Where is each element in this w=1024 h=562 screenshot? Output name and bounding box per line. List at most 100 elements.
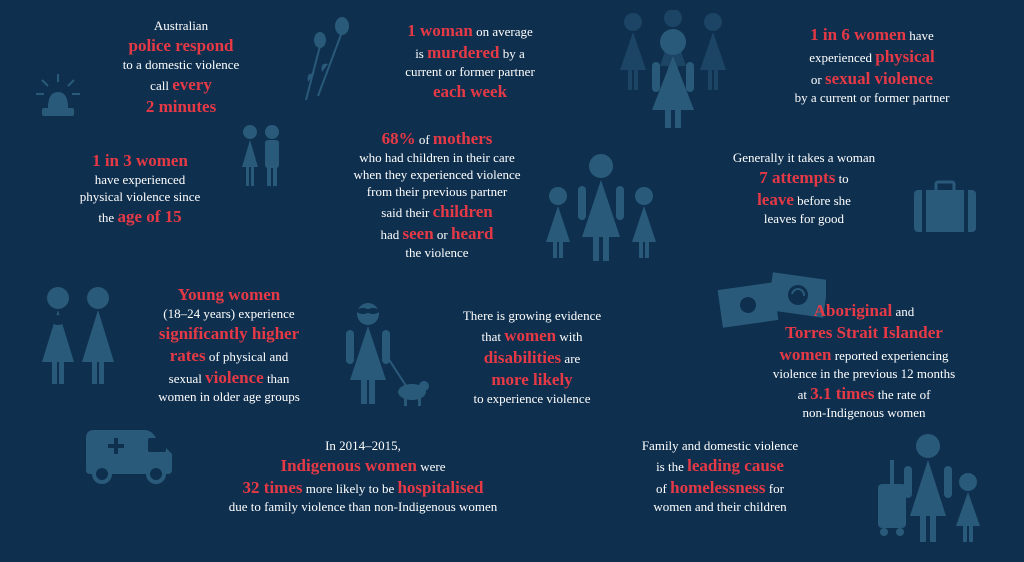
- text: than: [267, 371, 289, 386]
- stat-indigenous: In 2014–2015, Indigenous women were 32 t…: [178, 438, 548, 516]
- text: experienced: [809, 50, 872, 65]
- text: more likely to be: [306, 481, 394, 496]
- highlight: disabilities: [484, 348, 561, 367]
- highlight: heard: [451, 224, 494, 243]
- text: In 2014–2015,: [325, 438, 401, 453]
- text: and: [895, 304, 914, 319]
- highlight: rates: [170, 346, 206, 365]
- text: Generally it takes a woman: [733, 150, 875, 165]
- stat-mothers: 68% of mothers who had children in their…: [322, 128, 552, 262]
- stat-onein3: 1 in 3 women have experienced physical v…: [50, 150, 230, 228]
- highlight: 2 minutes: [146, 97, 216, 116]
- highlight: women: [780, 345, 832, 364]
- highlight: seen: [403, 224, 434, 243]
- highlight: murdered: [427, 43, 499, 62]
- text: before she: [797, 193, 851, 208]
- text: is the: [656, 459, 684, 474]
- stat-onein6: 1 in 6 women have experienced physical o…: [742, 24, 1002, 107]
- text: with: [559, 329, 582, 344]
- text: have experienced: [95, 172, 186, 187]
- text: who had children in their care: [359, 150, 515, 165]
- highlight: Torres Strait Islander: [785, 323, 943, 342]
- text: have: [909, 28, 934, 43]
- highlight: Indigenous women: [280, 456, 417, 475]
- stat-young: Young women (18–24 years) experience sig…: [124, 284, 334, 406]
- text: non-Indigenous women: [802, 405, 925, 420]
- text: violence in the previous 12 months: [773, 366, 955, 381]
- group-women-icon: [608, 10, 738, 130]
- text: physical violence since: [80, 189, 201, 204]
- stat-aboriginal: Aboriginal and Torres Strait Islander wo…: [724, 300, 1004, 422]
- highlight: children: [433, 202, 493, 221]
- highlight: significantly higher: [159, 324, 299, 343]
- highlight: 3.1 times: [810, 384, 874, 403]
- couple-icon: [236, 122, 286, 192]
- stat-police: Australian police respond to a domestic …: [86, 18, 276, 118]
- text: of: [419, 132, 430, 147]
- text: on average: [476, 24, 533, 39]
- woman-dog-icon: [334, 300, 434, 410]
- siren-icon: [34, 70, 82, 118]
- text: of physical and: [209, 349, 288, 364]
- text: current or former partner: [405, 64, 535, 79]
- text: to: [839, 171, 849, 186]
- highlight: every: [172, 75, 212, 94]
- highlight: age of 15: [117, 207, 181, 226]
- stat-homeless: Family and domestic violence is the lead…: [580, 438, 860, 516]
- text: that: [481, 329, 501, 344]
- text: the rate of: [878, 387, 931, 402]
- stat-disability: There is growing evidence that women wit…: [432, 308, 632, 408]
- ambulance-icon: [78, 424, 178, 484]
- highlight: physical: [875, 47, 935, 66]
- highlight: more likely: [491, 370, 572, 389]
- highlight: women: [504, 326, 556, 345]
- text: women in older age groups: [158, 389, 300, 404]
- text: had: [380, 227, 399, 242]
- highlight: hospitalised: [397, 478, 483, 497]
- text: is: [415, 46, 424, 61]
- text: were: [420, 459, 445, 474]
- text: There is growing evidence: [463, 308, 601, 323]
- text: Australian: [154, 18, 208, 33]
- text: by a current or former partner: [795, 90, 950, 105]
- highlight: 1 in 6 women: [810, 25, 906, 44]
- highlight: 7 attempts: [759, 168, 835, 187]
- text: due to family violence than non-Indigeno…: [229, 499, 498, 514]
- highlight: 32 times: [243, 478, 303, 497]
- suitcase-icon: [910, 180, 980, 235]
- text: or: [437, 227, 448, 242]
- stat-attempts: Generally it takes a woman 7 attempts to…: [694, 150, 914, 228]
- text: (18–24 years) experience: [163, 306, 294, 321]
- highlight: 1 woman: [407, 21, 473, 40]
- highlight: sexual violence: [825, 69, 933, 88]
- highlight: leading cause: [687, 456, 784, 475]
- highlight: leave: [757, 190, 794, 209]
- text: sexual: [169, 371, 202, 386]
- highlight: homelessness: [670, 478, 765, 497]
- highlight: 1 in 3 women: [92, 151, 188, 170]
- highlight: police respond: [128, 36, 233, 55]
- text: of: [656, 481, 667, 496]
- text: women and their children: [653, 499, 786, 514]
- text: reported experiencing: [835, 348, 949, 363]
- mother-children-icon: [536, 152, 666, 267]
- highlight: Aboriginal: [814, 301, 892, 320]
- highlight: Young women: [178, 285, 281, 304]
- text: or: [811, 72, 822, 87]
- text: said their: [381, 205, 429, 220]
- text: by a: [503, 46, 525, 61]
- highlight: mothers: [433, 129, 492, 148]
- text: when they experienced violence: [353, 167, 520, 182]
- text: the: [98, 210, 114, 225]
- two-women-icon: [34, 284, 124, 389]
- text: the violence: [405, 245, 468, 260]
- woman-child-luggage-icon: [870, 430, 990, 550]
- stat-murdered: 1 woman on average is murdered by a curr…: [360, 20, 580, 103]
- text: to a domestic violence: [123, 57, 240, 72]
- highlight: 68%: [382, 129, 416, 148]
- text: call: [150, 78, 169, 93]
- text: Family and domestic violence: [642, 438, 798, 453]
- text: at: [798, 387, 807, 402]
- text: are: [564, 351, 580, 366]
- text: from their previous partner: [367, 184, 507, 199]
